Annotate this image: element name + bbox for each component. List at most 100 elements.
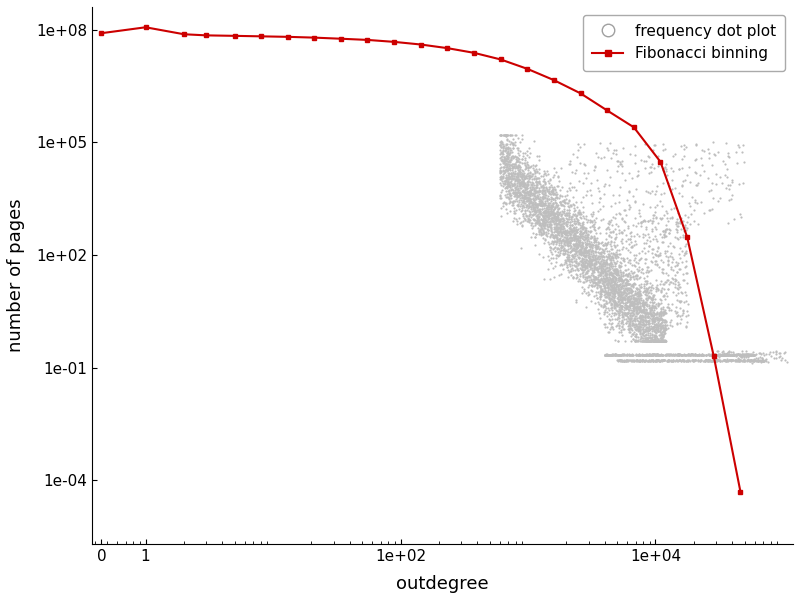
- Point: [597, 272, 610, 281]
- Point: [558, 259, 570, 269]
- Point: [733, 356, 746, 365]
- Point: [616, 244, 629, 254]
- Point: [538, 174, 550, 184]
- Point: [600, 263, 613, 273]
- Point: [502, 178, 514, 188]
- Point: [546, 187, 559, 196]
- Point: [632, 266, 645, 276]
- Point: [643, 285, 656, 295]
- Point: [626, 334, 639, 344]
- Point: [571, 258, 584, 268]
- Point: [634, 301, 646, 310]
- Point: [554, 191, 566, 200]
- Point: [602, 290, 615, 300]
- Point: [605, 258, 618, 268]
- Point: [753, 356, 766, 365]
- Point: [625, 301, 638, 310]
- Point: [564, 230, 577, 239]
- Point: [624, 317, 637, 327]
- Point: [555, 227, 568, 237]
- Point: [596, 262, 609, 271]
- Point: [502, 144, 514, 154]
- Point: [610, 305, 623, 314]
- Point: [499, 173, 512, 183]
- Point: [601, 350, 614, 360]
- Point: [639, 319, 652, 329]
- Point: [576, 217, 589, 227]
- Point: [514, 146, 526, 155]
- Point: [652, 326, 665, 336]
- Point: [643, 328, 656, 338]
- Point: [546, 212, 558, 222]
- Point: [686, 355, 699, 365]
- Point: [506, 188, 519, 198]
- Point: [643, 350, 656, 359]
- Point: [649, 334, 662, 343]
- Point: [689, 197, 702, 206]
- Point: [666, 299, 678, 308]
- Point: [600, 296, 613, 306]
- Point: [554, 236, 566, 245]
- Point: [631, 302, 644, 311]
- Point: [628, 290, 641, 300]
- Point: [573, 245, 586, 255]
- Point: [748, 350, 761, 360]
- Point: [557, 227, 570, 236]
- Point: [557, 248, 570, 257]
- Point: [739, 350, 752, 359]
- Point: [512, 148, 525, 158]
- Point: [570, 217, 583, 226]
- Point: [536, 230, 549, 239]
- Point: [602, 290, 614, 300]
- Point: [718, 355, 730, 365]
- Point: [528, 220, 541, 230]
- Point: [526, 200, 539, 209]
- Point: [502, 142, 514, 151]
- Point: [617, 293, 630, 303]
- Point: [630, 331, 642, 341]
- Point: [617, 276, 630, 286]
- Point: [672, 350, 685, 359]
- Point: [657, 337, 670, 346]
- Point: [702, 145, 714, 154]
- Point: [646, 283, 659, 292]
- Point: [628, 298, 641, 308]
- Point: [646, 311, 659, 321]
- Point: [565, 266, 578, 276]
- Point: [546, 208, 559, 218]
- Point: [635, 319, 648, 328]
- Point: [612, 283, 625, 292]
- Point: [520, 196, 533, 205]
- Point: [536, 183, 549, 193]
- Point: [497, 178, 510, 187]
- Point: [648, 140, 661, 149]
- Point: [559, 235, 572, 245]
- Point: [526, 221, 539, 231]
- Point: [591, 282, 604, 292]
- Point: [529, 218, 542, 227]
- Point: [642, 331, 654, 340]
- Point: [646, 322, 659, 332]
- Point: [654, 337, 666, 346]
- Point: [550, 212, 562, 221]
- Point: [613, 262, 626, 272]
- Point: [550, 223, 563, 232]
- Point: [751, 356, 764, 365]
- Point: [614, 157, 626, 167]
- Point: [650, 234, 662, 244]
- Point: [613, 249, 626, 259]
- Point: [608, 284, 621, 294]
- Point: [637, 302, 650, 311]
- Point: [698, 146, 710, 156]
- Point: [661, 291, 674, 301]
- Point: [563, 238, 576, 248]
- Point: [598, 245, 611, 254]
- Point: [524, 198, 537, 208]
- Point: [594, 287, 607, 297]
- Point: [646, 337, 659, 346]
- Point: [744, 356, 757, 365]
- Point: [605, 268, 618, 278]
- Point: [582, 230, 594, 239]
- Point: [654, 321, 666, 331]
- Point: [582, 266, 594, 275]
